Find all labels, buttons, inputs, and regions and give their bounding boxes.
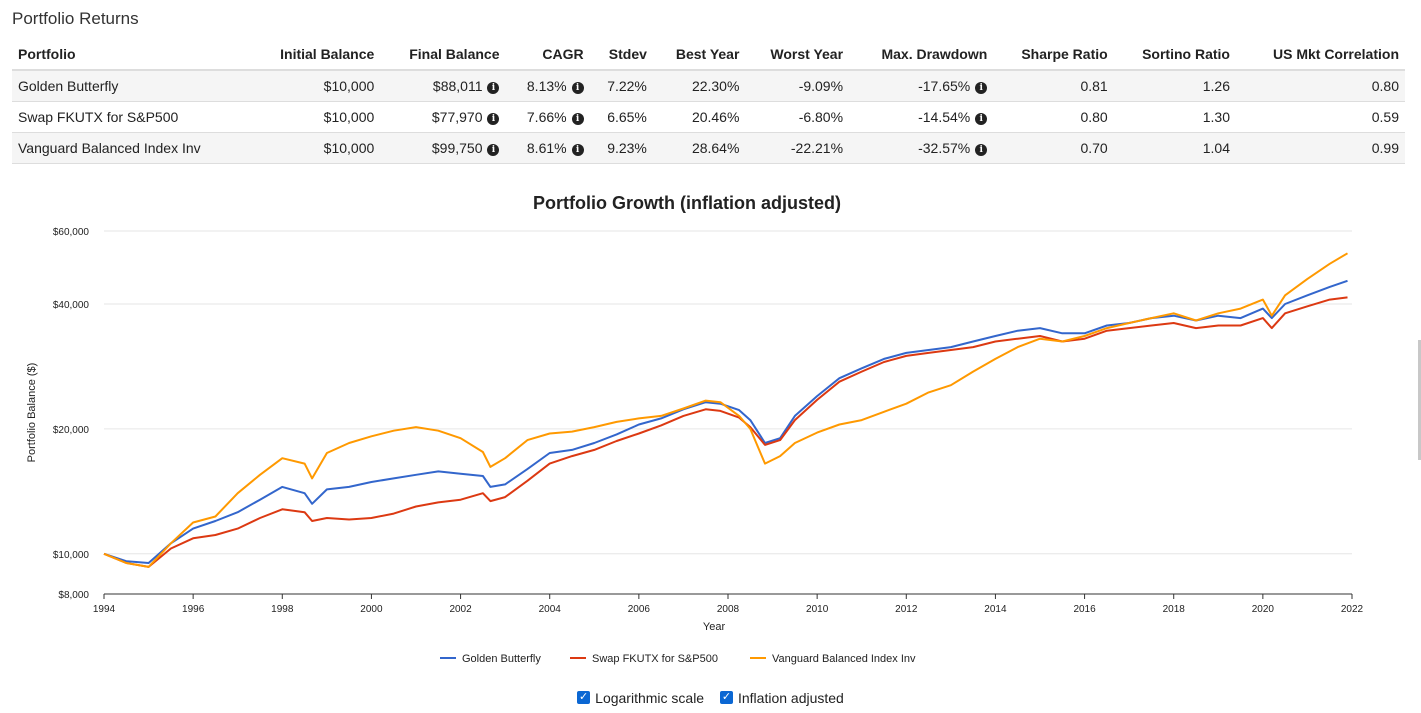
col-worst-year[interactable]: Worst Year	[745, 40, 850, 71]
cell-final: $77,970 i	[380, 101, 506, 133]
x-axis-title: Year	[703, 621, 726, 633]
cell-correlation: 0.99	[1235, 132, 1405, 164]
x-tick-label: 1994	[93, 604, 116, 615]
x-tick-label: 2010	[806, 604, 829, 615]
cell-cagr: 7.66% i	[505, 101, 590, 133]
cell-drawdown: -14.54% i	[849, 101, 994, 133]
checkbox-checked-icon[interactable]: ✓	[577, 691, 591, 704]
cell-drawdown: -32.57% i	[849, 132, 994, 164]
log-scale-label: Logarithmic scale	[595, 689, 705, 706]
x-tick-label: 2022	[1341, 604, 1364, 615]
x-tick-label: 2002	[449, 604, 472, 615]
col-sharpe-ratio[interactable]: Sharpe Ratio	[993, 40, 1114, 71]
info-icon[interactable]: i	[975, 82, 988, 94]
table-row: Vanguard Balanced Index Inv $10,000 $99,…	[12, 132, 1405, 164]
chart-title: Portfolio Growth (inflation adjusted)	[533, 193, 841, 213]
series-line-vanguard-balanced-index-inv	[103, 252, 1349, 568]
returns-table: Portfolio Initial Balance Final Balance …	[12, 40, 1405, 164]
info-icon[interactable]: i	[975, 113, 988, 125]
table-row: Swap FKUTX for S&P500 $10,000 $77,970 i 7…	[12, 101, 1405, 133]
info-icon[interactable]: i	[571, 113, 584, 125]
col-final-balance[interactable]: Final Balance	[380, 40, 506, 71]
col-sortino-ratio[interactable]: Sortino Ratio	[1113, 40, 1236, 71]
cell-cagr: 8.13% i	[505, 70, 590, 102]
cell-best-year: 20.46%	[652, 101, 746, 133]
cell-sortino: 1.26	[1113, 70, 1236, 102]
cell-sortino: 1.30	[1113, 101, 1236, 133]
legend-label: Swap FKUTX for S&P500	[592, 653, 718, 665]
scrollbar[interactable]	[1418, 340, 1421, 460]
cell-portfolio: Swap FKUTX for S&P500	[12, 101, 251, 133]
cell-initial: $10,000	[250, 132, 381, 164]
inflation-adjusted-checkbox[interactable]: ✓ Inflation adjusted	[719, 689, 844, 706]
cell-final: $88,011 i	[380, 70, 506, 102]
y-tick-label: $40,000	[53, 300, 90, 311]
y-tick-label: $10,000	[53, 550, 90, 561]
page-title: Portfolio Returns	[12, 9, 139, 28]
col-max-drawdown[interactable]: Max. Drawdown	[849, 40, 994, 71]
info-icon[interactable]: i	[571, 82, 584, 94]
inflation-adjusted-label: Inflation adjusted	[737, 689, 844, 706]
cell-drawdown: -17.65% i	[849, 70, 994, 102]
chart-controls: ✓ Logarithmic scale ✓ Inflation adjusted	[0, 687, 1421, 706]
x-tick-label: 2004	[539, 604, 562, 615]
x-tick-label: 1996	[182, 604, 205, 615]
cell-correlation: 0.80	[1235, 70, 1405, 102]
cell-stdev: 9.23%	[589, 132, 653, 164]
series-line-golden-butterfly	[103, 279, 1348, 564]
y-tick-label: $20,000	[53, 425, 90, 436]
x-tick-label: 2016	[1073, 604, 1096, 615]
info-icon[interactable]: i	[487, 113, 500, 125]
info-icon[interactable]: i	[571, 144, 584, 156]
col-stdev[interactable]: Stdev	[589, 40, 653, 71]
cell-best-year: 22.30%	[652, 70, 746, 102]
cell-initial: $10,000	[250, 70, 381, 102]
info-icon[interactable]: i	[487, 82, 500, 94]
x-tick-label: 2020	[1252, 604, 1275, 615]
y-tick-label: $8,000	[58, 590, 89, 601]
table-row: Golden Butterfly $10,000 $88,011 i 8.13% i…	[12, 70, 1405, 102]
x-tick-label: 2014	[984, 604, 1007, 615]
x-tick-label: 2008	[717, 604, 740, 615]
log-scale-checkbox[interactable]: ✓ Logarithmic scale	[577, 690, 704, 706]
x-tick-label: 2000	[360, 604, 383, 615]
x-tick-label: 2006	[628, 604, 651, 615]
cell-worst-year: -6.80%	[745, 101, 850, 133]
checkbox-checked-icon[interactable]: ✓	[719, 691, 733, 704]
x-tick-label: 2018	[1163, 604, 1186, 615]
chart-svg: $8,000 $10,000 $20,000 $40,000 $60,000 1994 19…	[26, 227, 1364, 665]
cell-worst-year: -9.09%	[745, 70, 850, 102]
x-tick-label: 1998	[271, 604, 294, 615]
y-tick-label: $60,000	[53, 227, 90, 238]
col-best-year[interactable]: Best Year	[652, 40, 746, 71]
cell-correlation: 0.59	[1235, 101, 1405, 133]
y-axis-title: Portfolio Balance ($)	[26, 363, 38, 463]
x-tick-label: 2012	[895, 604, 918, 615]
cell-best-year: 28.64%	[652, 132, 746, 164]
portfolio-growth-chart: Portfolio Growth (inflation adjusted) $8…	[0, 180, 1421, 680]
cell-worst-year: -22.21%	[745, 132, 850, 164]
cell-sharpe: 0.80	[993, 101, 1114, 133]
series-line-swap-fkutx-for-s-p500	[103, 296, 1348, 568]
cell-sharpe: 0.70	[993, 132, 1114, 164]
info-icon[interactable]: i	[487, 144, 500, 156]
info-icon[interactable]: i	[975, 144, 988, 156]
cell-initial: $10,000	[250, 101, 381, 133]
col-initial-balance[interactable]: Initial Balance	[250, 40, 381, 71]
col-cagr[interactable]: CAGR	[505, 40, 590, 71]
legend-label: Golden Butterfly	[462, 653, 541, 665]
cell-sortino: 1.04	[1113, 132, 1236, 164]
cell-portfolio: Golden Butterfly	[12, 70, 251, 102]
cell-final: $99,750 i	[380, 132, 506, 164]
col-portfolio[interactable]: Portfolio	[12, 40, 251, 71]
cell-cagr: 8.61% i	[505, 132, 590, 164]
cell-stdev: 7.22%	[589, 70, 653, 102]
cell-sharpe: 0.81	[993, 70, 1114, 102]
legend-label: Vanguard Balanced Index Inv	[772, 653, 916, 665]
cell-portfolio: Vanguard Balanced Index Inv	[12, 132, 251, 164]
cell-stdev: 6.65%	[589, 101, 653, 133]
col-us-mkt-correlation[interactable]: US Mkt Correlation	[1235, 40, 1405, 71]
table-header-row: Portfolio Initial Balance Final Balance …	[12, 40, 1405, 71]
